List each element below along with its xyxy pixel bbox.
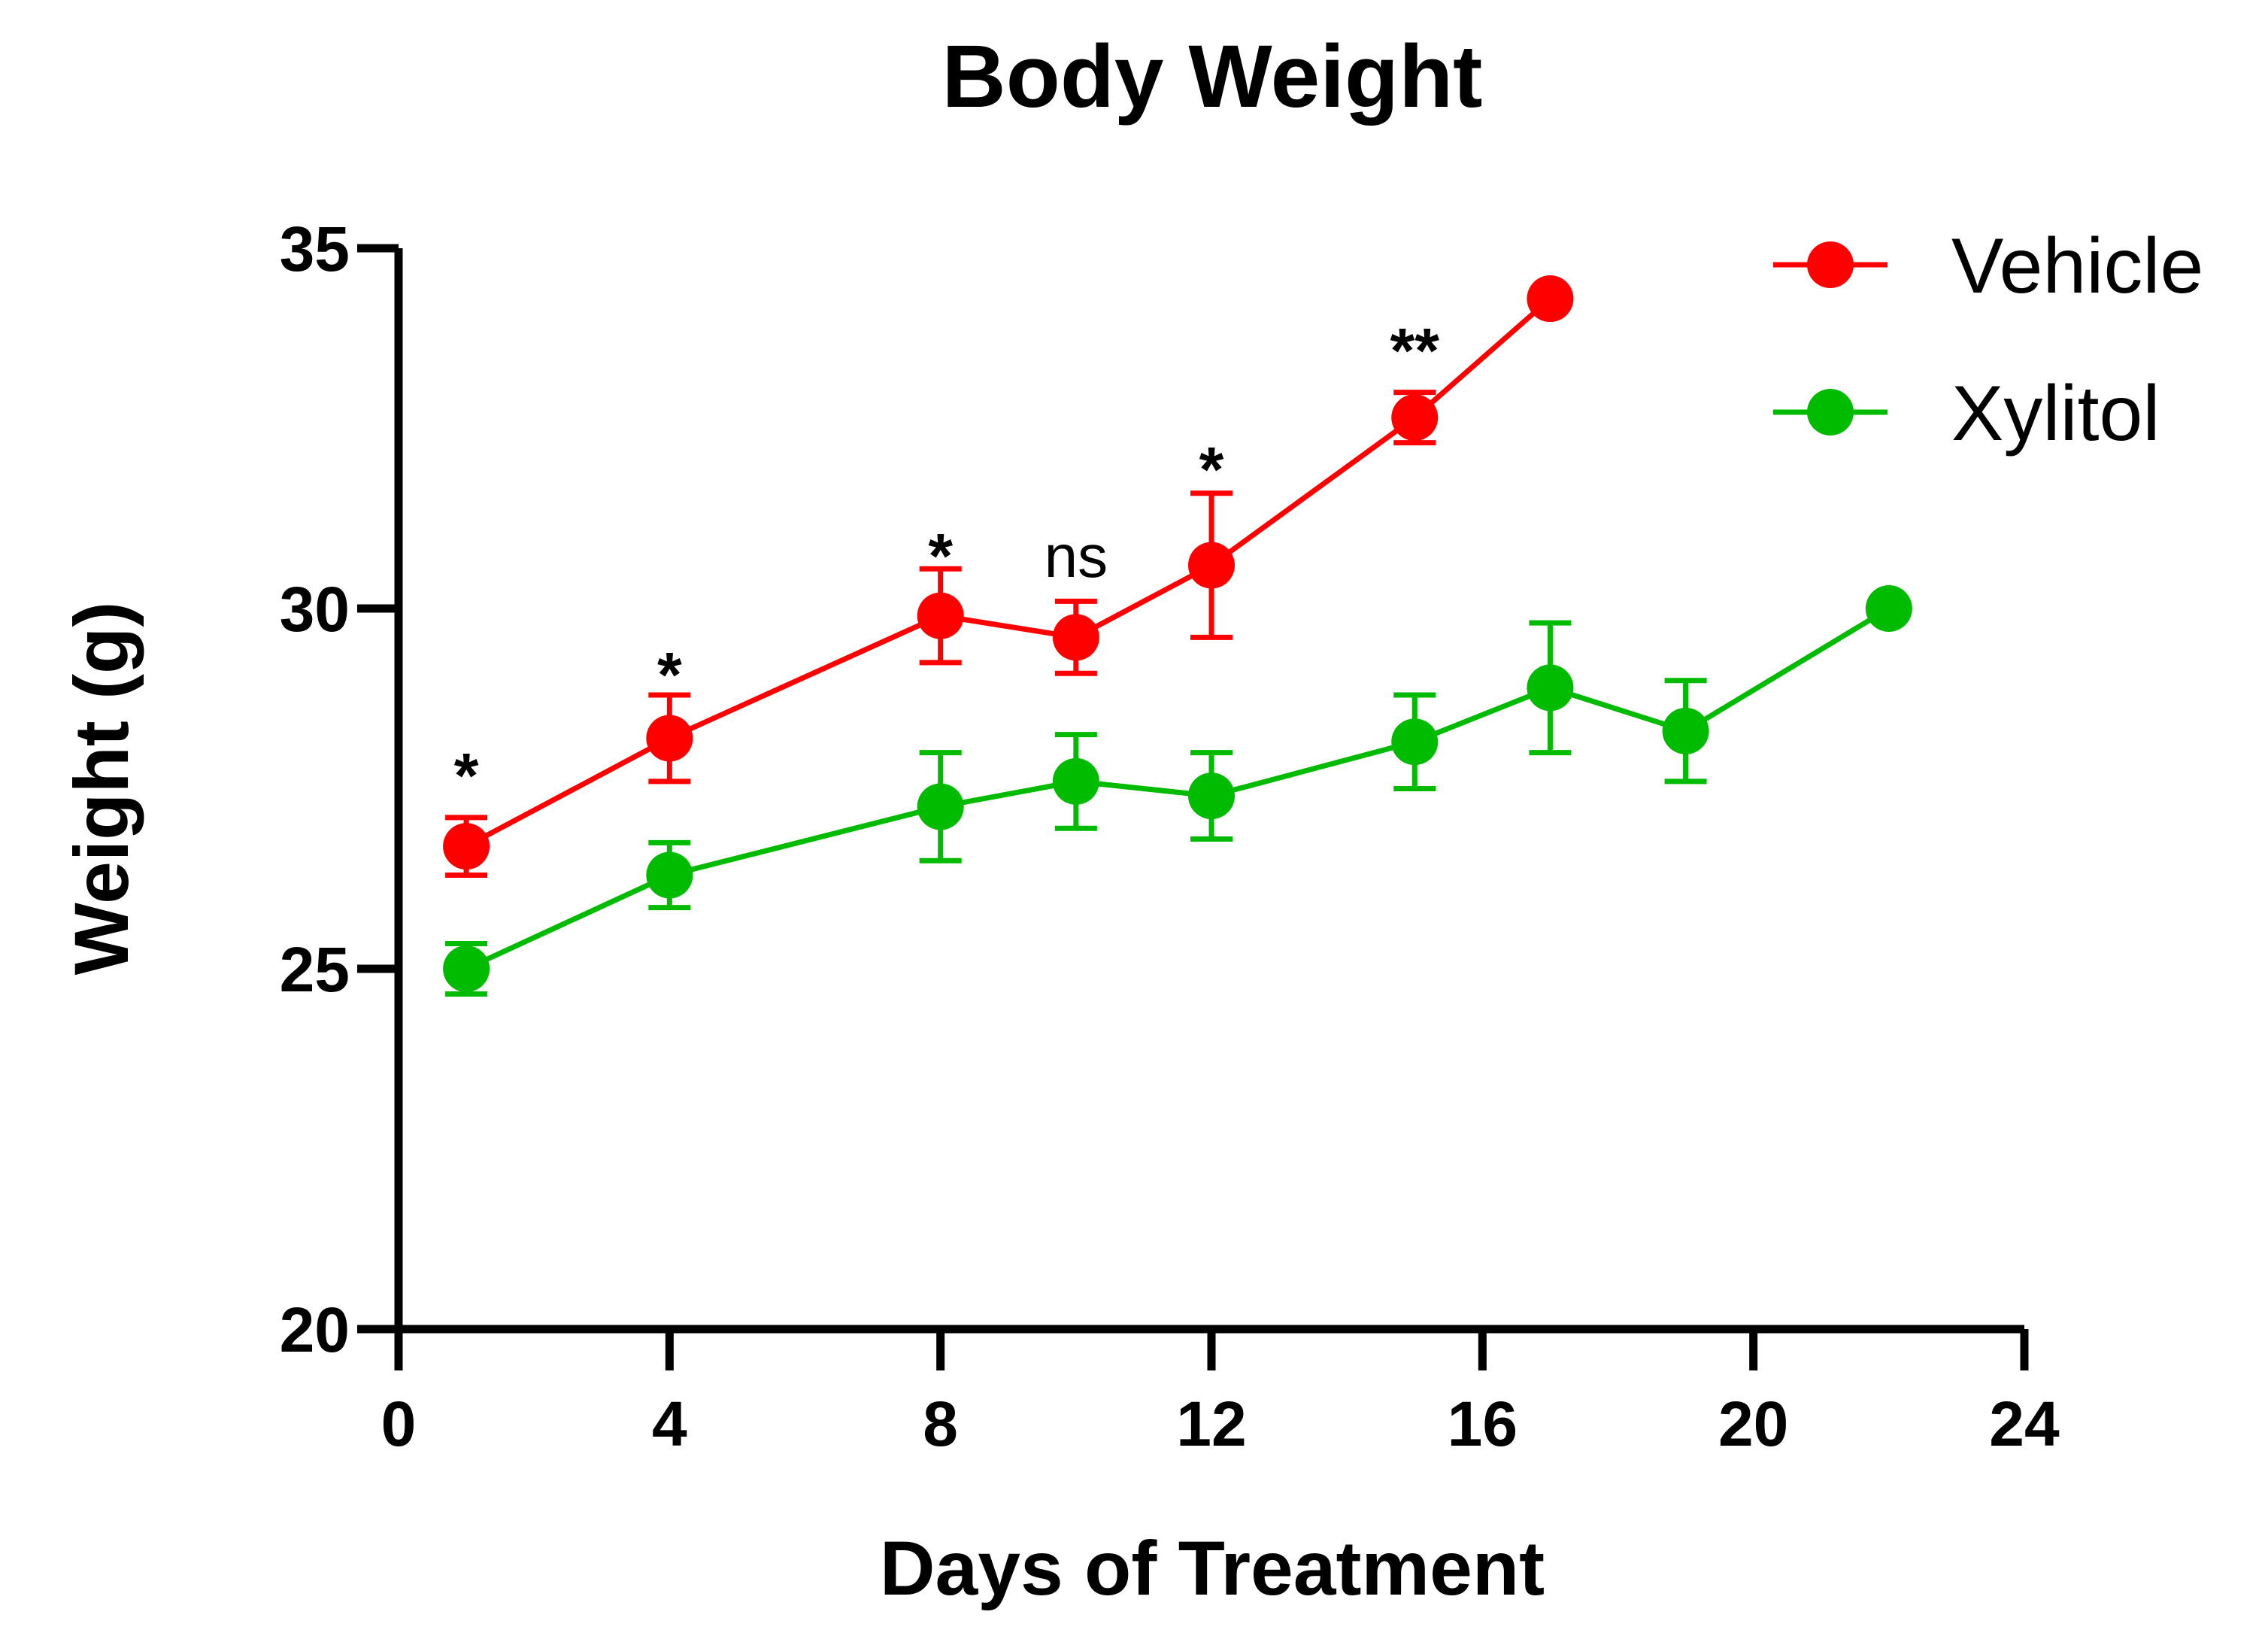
data-point bbox=[1188, 542, 1235, 589]
data-point bbox=[443, 945, 490, 992]
y-tick-label: 30 bbox=[280, 574, 350, 645]
y-axis-label: Weight (g) bbox=[59, 602, 144, 976]
significance-annotation: * bbox=[928, 521, 953, 591]
x-tick-label: 16 bbox=[1448, 1389, 1518, 1459]
data-point bbox=[1391, 718, 1439, 766]
legend-marker bbox=[1807, 241, 1854, 288]
data-point bbox=[1188, 772, 1235, 820]
data-point bbox=[1052, 614, 1099, 661]
x-tick-label: 0 bbox=[381, 1389, 417, 1459]
y-ticks: 20 25 30 35 bbox=[280, 214, 399, 1365]
series-vehicle bbox=[443, 275, 1574, 878]
y-tick-label: 25 bbox=[280, 934, 350, 1005]
data-point bbox=[1391, 394, 1439, 442]
x-tick-label: 20 bbox=[1718, 1389, 1788, 1459]
legend-label: Xylitol bbox=[1951, 370, 2160, 457]
series-layer bbox=[443, 275, 1912, 997]
data-point bbox=[443, 823, 490, 870]
x-tick-label: 8 bbox=[923, 1389, 958, 1459]
data-point bbox=[646, 715, 693, 762]
data-point bbox=[917, 783, 964, 830]
data-point bbox=[917, 592, 964, 639]
series-line bbox=[465, 296, 1552, 849]
significance-annotation: * bbox=[1199, 434, 1224, 505]
significance-annotation: * bbox=[454, 740, 479, 811]
data-point bbox=[1052, 757, 1099, 805]
annotations-layer: *** ns*** bbox=[454, 315, 1440, 811]
significance-annotation: * bbox=[657, 639, 682, 710]
x-tick-label: 4 bbox=[652, 1389, 687, 1459]
data-point bbox=[646, 851, 693, 899]
y-tick-label: 20 bbox=[280, 1294, 350, 1365]
significance-annotation: ns bbox=[1045, 523, 1108, 590]
series-xylitol bbox=[443, 585, 1912, 997]
y-tick-label: 35 bbox=[280, 214, 350, 284]
legend-item-xylitol: Xylitol bbox=[1773, 370, 2160, 457]
legend-item-vehicle: Vehicle bbox=[1773, 223, 2203, 310]
x-tick-label: 12 bbox=[1176, 1389, 1246, 1459]
x-ticks: 0 4 8 12 16 20 24 bbox=[381, 1329, 2060, 1459]
data-point bbox=[1865, 585, 1912, 632]
significance-annotation: ** bbox=[1390, 315, 1440, 386]
data-point bbox=[1662, 707, 1709, 754]
legend-marker bbox=[1807, 389, 1854, 436]
legend-label: Vehicle bbox=[1951, 223, 2203, 310]
x-axis-label: Days of Treatment bbox=[880, 1525, 1545, 1611]
chart-title: Body Weight bbox=[942, 27, 1483, 126]
x-tick-label: 24 bbox=[1989, 1389, 2060, 1459]
data-point bbox=[1527, 275, 1574, 323]
data-point bbox=[1527, 664, 1574, 712]
legend: Vehicle Xylitol bbox=[1773, 223, 2203, 457]
